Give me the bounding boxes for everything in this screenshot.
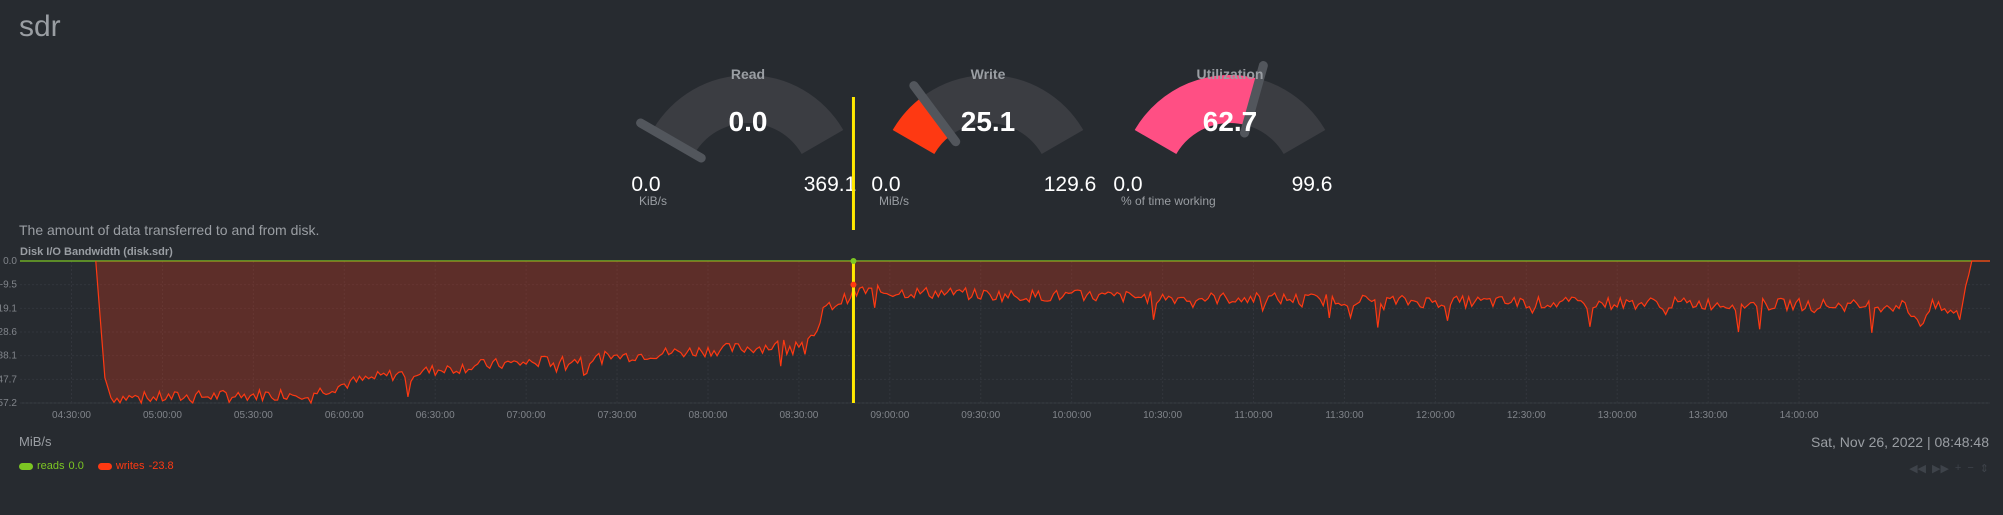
pan-back-icon[interactable]: ◀◀	[1909, 463, 1926, 475]
gauge-value: 25.1	[961, 106, 1016, 137]
legend-item-writes[interactable]: writes -23.8	[97, 460, 174, 472]
writes-area	[95, 261, 1990, 403]
zoom-out-icon[interactable]: −	[1967, 462, 1974, 474]
x-tick-label: 10:30:00	[1143, 410, 1182, 421]
gauge-value: 62.7	[1203, 106, 1258, 137]
legend-writes-label: writes	[115, 460, 145, 472]
cursor-reads-dot	[850, 258, 857, 264]
gauge-title: Utilization	[1197, 66, 1264, 82]
x-tick-label: 11:00:00	[1234, 410, 1273, 421]
legend: reads 0.0 writes -23.8	[19, 460, 174, 472]
legend-reads-value: 0.0	[68, 460, 84, 472]
units-label: MiB/s	[19, 434, 52, 449]
disk-io-bandwidth-chart[interactable]: Disk I/O Bandwidth (disk.sdr) 0.0 -9.5 -19…	[0, 245, 2003, 425]
x-tick-label: 12:00:00	[1416, 410, 1455, 421]
x-tick-label: 08:30:00	[779, 410, 818, 421]
gauge-min: 0.0	[871, 173, 900, 196]
zoom-in-icon[interactable]: +	[1954, 462, 1962, 474]
x-tick-label: 05:30:00	[234, 410, 273, 421]
chart-toolbar: ◀◀ ▶▶ + − ⇕	[1909, 462, 1989, 475]
x-axis: 04:30:00 05:00:00 05:30:00 06:00:00 06:30:00…	[52, 410, 1819, 421]
x-tick-label: 06:30:00	[416, 410, 455, 421]
legend-writes-value: -23.8	[148, 460, 174, 472]
gauge-write: Write 25.1 0.0 129.6 MiB/s	[871, 66, 1096, 208]
hover-cursor[interactable]	[850, 258, 857, 403]
gauge-utilization: Utilization 62.7 0.0 99.6 % of time working	[1113, 61, 1333, 208]
gauge-unit: MiB/s	[879, 194, 909, 208]
gauge-min: 0.0	[1113, 173, 1142, 196]
gauge-title: Write	[971, 66, 1006, 82]
gauge-min: 0.0	[631, 173, 660, 196]
y-tick-label: -9.5	[0, 280, 17, 291]
gauge-value: 0.0	[729, 106, 768, 137]
legend-item-reads[interactable]: reads 0.0	[19, 460, 84, 472]
x-tick-label: 11:30:00	[1325, 410, 1364, 421]
x-tick-label: 13:00:00	[1598, 410, 1637, 421]
x-tick-label: 09:00:00	[870, 410, 909, 421]
x-tick-label: 14:00:00	[1780, 410, 1819, 421]
y-axis: 0.0 -9.5 -19.1 -28.6 -38.1 -47.7 -57.2	[0, 256, 17, 409]
gauge-max: 369.1	[804, 173, 857, 196]
chart-series	[20, 260, 1990, 405]
y-tick-label: -47.7	[0, 374, 17, 385]
gauge-unit: KiB/s	[639, 194, 667, 208]
cursor-writes-dot	[850, 281, 857, 288]
y-tick-label: -19.1	[0, 303, 17, 314]
gauge-needle-tip	[1243, 65, 1265, 134]
y-tick-label: -38.1	[0, 351, 17, 362]
gauge-track	[652, 75, 844, 154]
resize-handle-icon[interactable]: ⇕	[1979, 463, 1989, 475]
timestamp: Sat, Nov 26, 2022 | 08:48:48	[1811, 434, 1989, 450]
writes-swatch	[97, 462, 112, 470]
gauge-unit: % of time working	[1121, 194, 1216, 208]
gauge-read: Read 0.0 0.0 369.1 KiB/s	[631, 66, 856, 208]
legend-reads-label: reads	[37, 460, 65, 472]
gauges-panel: Read 0.0 0.0 369.1 KiB/s Write 25.1 0.0 129.6 MiB…	[631, 61, 1333, 230]
gauge-max: 129.6	[1044, 173, 1097, 196]
x-tick-label: 08:00:00	[689, 410, 728, 421]
x-tick-label: 07:00:00	[507, 410, 546, 421]
gauge-needle-tip	[912, 84, 957, 143]
gauge-fill	[892, 96, 951, 154]
x-tick-label: 06:00:00	[325, 410, 364, 421]
gauge-needle-tip	[639, 121, 702, 160]
page-title: sdr	[19, 10, 61, 43]
x-tick-label: 09:30:00	[961, 410, 1000, 421]
x-tick-label: 04:30:00	[52, 410, 91, 421]
gauge-max: 99.6	[1292, 173, 1333, 196]
gauge-fill	[1134, 74, 1260, 154]
y-tick-label: -57.2	[0, 398, 17, 409]
chart-description: The amount of data transferred to and fr…	[19, 222, 320, 238]
y-tick-label: -28.6	[0, 327, 17, 338]
chart-title: Disk I/O Bandwidth (disk.sdr)	[20, 246, 173, 258]
y-tick-label: 0.0	[3, 256, 17, 267]
x-tick-label: 07:30:00	[598, 410, 637, 421]
writes-line	[95, 260, 1990, 405]
x-tick-label: 05:00:00	[143, 410, 182, 421]
x-tick-label: 13:30:00	[1689, 410, 1728, 421]
x-tick-label: 12:30:00	[1507, 410, 1546, 421]
reads-swatch	[19, 462, 33, 470]
x-tick-label: 10:00:00	[1052, 410, 1091, 421]
gauge-title: Read	[731, 66, 765, 82]
pan-forward-icon[interactable]: ▶▶	[1931, 463, 1949, 475]
